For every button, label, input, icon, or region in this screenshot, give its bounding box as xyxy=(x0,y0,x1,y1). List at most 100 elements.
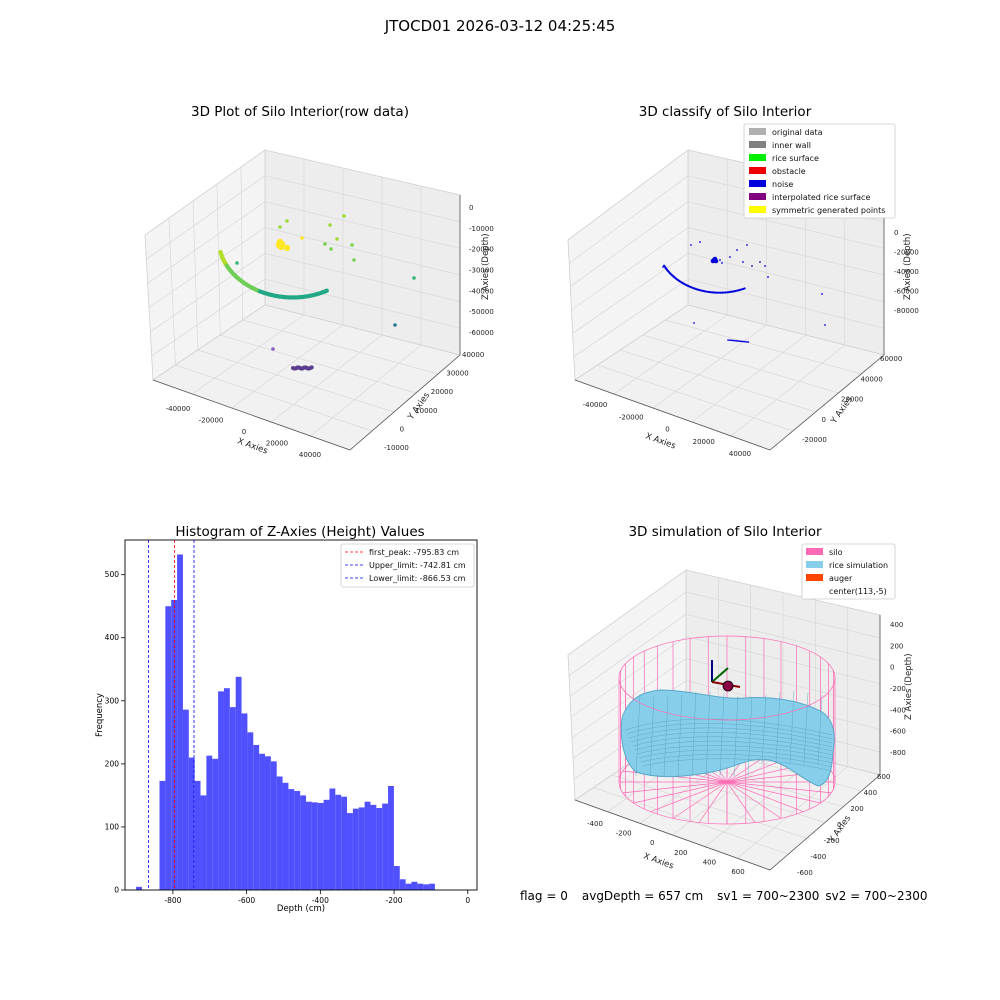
histogram-bar xyxy=(358,807,365,890)
classify-noise-point xyxy=(719,291,722,294)
histogram-legend-label: Lower_limit: -866.53 cm xyxy=(369,574,466,583)
classify-legend-label: interpolated rice surface xyxy=(772,193,870,202)
classify-noise-point xyxy=(744,340,746,343)
classify-x-tick-label: -40000 xyxy=(583,401,608,409)
raw-scatter-point xyxy=(300,236,304,240)
histogram-bar xyxy=(347,813,353,890)
raw-grid-line xyxy=(220,334,417,394)
classify-noise-point xyxy=(728,339,730,341)
raw-scatter-point xyxy=(276,238,284,246)
raw-scatter-point xyxy=(309,365,314,370)
simulation-y-axis-label: Y Axies xyxy=(827,813,854,845)
rice-simulation-mesh-line xyxy=(705,691,711,777)
histogram-bar xyxy=(335,794,342,890)
raw-z-tick-label: 0 xyxy=(469,204,473,212)
classify-noise-point xyxy=(735,340,738,342)
raw-scatter-point xyxy=(412,276,416,280)
simulation-y-axis-line xyxy=(769,774,881,871)
classify-z-tick-label: -80000 xyxy=(894,307,919,315)
silo-wireframe-spoke xyxy=(650,781,728,813)
classify-legend: original data inner wall rice surface obsta… xyxy=(743,123,896,219)
histogram-bar xyxy=(264,756,271,890)
classify-z-tick-label: -20000 xyxy=(894,249,919,257)
histogram-bar xyxy=(212,758,219,890)
classify-grid-line xyxy=(620,349,816,413)
rice-simulation-mesh-line xyxy=(663,696,669,777)
classify-noise-point xyxy=(751,265,753,267)
simulation-z-tick-label: 400 xyxy=(890,621,903,629)
simulation-grid-line xyxy=(571,658,687,739)
raw-grid-line xyxy=(310,344,422,437)
classify-x-tick-label: 20000 xyxy=(693,438,715,446)
histogram-bar xyxy=(317,802,324,890)
classify-grid-line xyxy=(687,227,885,276)
histogram-legend-frame xyxy=(340,543,475,588)
raw-x-tick-label: 40000 xyxy=(299,451,321,459)
classify-noise-point xyxy=(726,291,729,294)
rice-simulation-mesh-line xyxy=(691,691,697,777)
simulation-grid-line xyxy=(685,613,881,662)
histogram-bar xyxy=(388,785,394,890)
classify-noise-point xyxy=(824,324,826,326)
classify-grid-line xyxy=(687,252,885,303)
classify-noise-point xyxy=(821,293,823,295)
histogram-bar xyxy=(165,606,172,890)
raw-x-tick-label: -40000 xyxy=(166,405,191,413)
flag-value: flag = 0 xyxy=(520,889,568,903)
histogram-bar xyxy=(370,804,377,890)
simulation-x-tick-label: 400 xyxy=(703,858,716,866)
classify-z-tick-label: -40000 xyxy=(894,268,919,276)
classify-y-tick-label: -20000 xyxy=(802,436,827,444)
histogram-bar xyxy=(300,795,307,890)
classify-legend-label: original data xyxy=(772,128,823,137)
histogram-x-tick-label: -400 xyxy=(312,896,329,905)
histogram-legend-label: Upper_limit: -742.81 cm xyxy=(369,561,466,570)
simulation-grid-line xyxy=(570,636,687,718)
classify-noise-point xyxy=(742,340,745,343)
histogram-bar xyxy=(259,753,265,890)
histogram-bar xyxy=(382,803,389,890)
classify-noise-point xyxy=(747,341,750,343)
classify-noise-point xyxy=(764,265,766,267)
classify-y-axis-line xyxy=(769,354,885,451)
histogram-plot: -800 -600 -400 -200 0 0 100 200 300 400 500 Depth (… xyxy=(95,539,478,914)
raw-z-tick-label: -50000 xyxy=(469,308,494,316)
classify-noise-point xyxy=(740,340,742,343)
simulation-y-tick-label: -400 xyxy=(810,853,826,861)
raw-x-tick-label: -20000 xyxy=(199,417,224,425)
classify-x-tick-label: 40000 xyxy=(729,450,751,458)
rice-simulation-mesh-line xyxy=(747,696,753,777)
histogram-bar xyxy=(376,808,383,890)
rice-simulation-mesh-line xyxy=(803,692,809,765)
raw-grid-line xyxy=(264,252,461,303)
classify-noise-point xyxy=(727,339,729,341)
histogram-bar xyxy=(241,713,248,890)
raw-z-tick-label: -20000 xyxy=(469,246,494,254)
raw-grid-line xyxy=(147,201,266,284)
classify-noise-point xyxy=(711,291,714,294)
simulation-legend: silo rice simulation auger center(113,-5) xyxy=(801,543,896,600)
classify-y-tick-label: 20000 xyxy=(841,396,863,404)
raw-y-tick-label: 40000 xyxy=(462,351,484,359)
histogram-bar xyxy=(306,801,312,890)
histogram-bar xyxy=(229,707,236,890)
classify-noise-point xyxy=(729,256,731,258)
simulation-legend-swatch xyxy=(806,574,823,581)
histogram-bar xyxy=(329,788,336,890)
raw-grid-line xyxy=(242,319,439,375)
raw-scatter-point xyxy=(335,237,339,241)
classify-noise-point xyxy=(736,249,738,251)
simulation-y-tick-label: -200 xyxy=(824,837,840,845)
classify-grid-line xyxy=(597,364,793,432)
histogram-y-tick-label: 100 xyxy=(105,822,120,831)
classify-noise-point xyxy=(714,291,717,294)
classify-noise-point xyxy=(733,339,735,342)
rice-simulation-mesh-line xyxy=(761,695,767,765)
classify-noise-point xyxy=(709,291,713,294)
rice-simulation-mesh-line xyxy=(677,694,683,777)
silo-wireframe-spoke xyxy=(726,781,832,794)
classify-noise-point xyxy=(729,290,732,293)
classify-noise-point xyxy=(736,340,739,342)
auger-axis-y xyxy=(711,667,729,683)
